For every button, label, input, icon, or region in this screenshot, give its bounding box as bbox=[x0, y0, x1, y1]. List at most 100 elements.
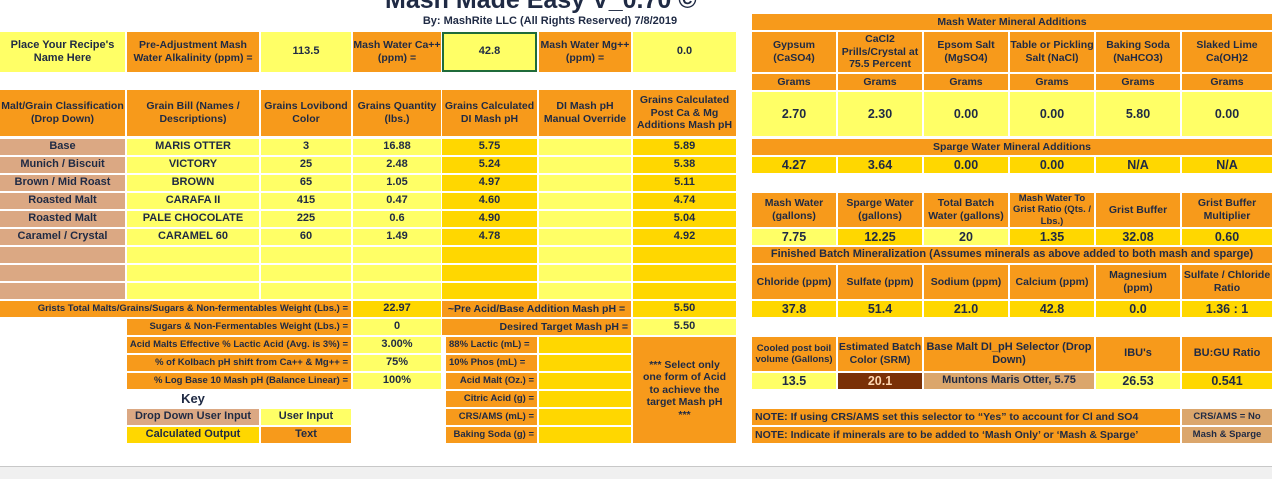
boil-volume-input[interactable]: 13.5 bbox=[752, 373, 836, 389]
kolbach-input[interactable]: 75% bbox=[353, 355, 441, 371]
volume-header: Mash Water To Grist Ratio (Qts. / Lbs.) bbox=[1010, 193, 1094, 227]
mash-mineral-input[interactable]: 5.80 bbox=[1096, 92, 1180, 136]
mash-mineral-input[interactable]: 0.00 bbox=[1010, 92, 1094, 136]
acid-label: Baking Soda (g) = bbox=[446, 427, 537, 443]
sodium-value: 21.0 bbox=[924, 301, 1008, 317]
grain-name-cell[interactable]: CARAFA II bbox=[127, 193, 259, 209]
srm-value: 20.1 bbox=[838, 373, 922, 389]
volume-header: Grist Buffer bbox=[1096, 193, 1180, 227]
kolbach-label: % of Kolbach pH shift from Ca++ & Mg++ = bbox=[127, 355, 351, 371]
key-title: Key bbox=[181, 390, 205, 406]
grain-name-cell[interactable]: MARIS OTTER bbox=[127, 139, 259, 155]
grain-class-cell[interactable] bbox=[0, 283, 125, 299]
grain-class-cell[interactable]: Roasted Malt bbox=[0, 193, 125, 209]
grain-name-cell[interactable] bbox=[127, 247, 259, 263]
bugu-label: BU:GU Ratio bbox=[1182, 337, 1272, 371]
acid-value bbox=[539, 337, 631, 353]
grain-class-cell[interactable]: Caramel / Crystal bbox=[0, 229, 125, 245]
base-malt-selector[interactable]: Muntons Maris Otter, 5.75 bbox=[924, 373, 1094, 389]
grain-qty-cell[interactable] bbox=[353, 265, 441, 281]
acid-label: 88% Lactic (mL) = bbox=[446, 337, 537, 353]
grain-di-ph-cell: 4.97 bbox=[442, 175, 537, 191]
grain-override-cell[interactable] bbox=[539, 283, 631, 299]
grain-lovibond-cell[interactable]: 3 bbox=[261, 139, 351, 155]
grain-lovibond-cell[interactable]: 25 bbox=[261, 157, 351, 173]
grain-qty-cell[interactable]: 0.6 bbox=[353, 211, 441, 227]
grain-override-cell[interactable] bbox=[539, 229, 631, 245]
mash-ca-input[interactable]: 42.8 bbox=[442, 32, 537, 72]
total-water-input[interactable]: 20 bbox=[924, 229, 1008, 245]
grain-lovibond-cell[interactable] bbox=[261, 283, 351, 299]
grain-post-ph-cell: 4.74 bbox=[633, 193, 736, 209]
horizontal-scrollbar[interactable] bbox=[0, 466, 1272, 479]
grain-post-ph-cell bbox=[633, 283, 736, 299]
grain-qty-cell[interactable]: 0.47 bbox=[353, 193, 441, 209]
header-post-ph: Grains Calculated Post Ca & Mg Additions… bbox=[633, 90, 736, 136]
acid-note: *** Select only one form of Acid to achi… bbox=[633, 337, 736, 443]
grain-override-cell[interactable] bbox=[539, 139, 631, 155]
grain-post-ph-cell bbox=[633, 247, 736, 263]
grain-override-cell[interactable] bbox=[539, 175, 631, 191]
total-weight-label: Grists Total Malts/Grains/Sugars & Non-f… bbox=[0, 301, 351, 317]
mash-mineral-input[interactable]: 0.00 bbox=[924, 92, 1008, 136]
magnesium-value: 0.0 bbox=[1096, 301, 1180, 317]
grain-override-cell[interactable] bbox=[539, 211, 631, 227]
mineral-unit: Grams bbox=[924, 74, 1008, 90]
volume-header: Sparge Water (gallons) bbox=[838, 193, 922, 227]
grain-qty-cell[interactable]: 1.49 bbox=[353, 229, 441, 245]
grain-post-ph-cell: 4.92 bbox=[633, 229, 736, 245]
lactic-eff-input[interactable]: 3.00% bbox=[353, 337, 441, 353]
grain-qty-cell[interactable] bbox=[353, 283, 441, 299]
grain-lovibond-cell[interactable]: 65 bbox=[261, 175, 351, 191]
header-lovibond: Grains Lovibond Color bbox=[261, 90, 351, 136]
mash-sparge-selector[interactable]: Mash & Sparge bbox=[1182, 427, 1272, 443]
recipe-name-cell[interactable]: Place Your Recipe's Name Here bbox=[0, 32, 125, 72]
mash-mineral-input[interactable]: 2.30 bbox=[838, 92, 922, 136]
grain-lovibond-cell[interactable] bbox=[261, 247, 351, 263]
grain-lovibond-cell[interactable]: 225 bbox=[261, 211, 351, 227]
grain-name-cell[interactable]: VICTORY bbox=[127, 157, 259, 173]
grain-name-cell[interactable] bbox=[127, 283, 259, 299]
grain-qty-cell[interactable]: 1.05 bbox=[353, 175, 441, 191]
pre-adj-alkalinity-input[interactable]: 113.5 bbox=[261, 32, 351, 72]
mineral-header: Baking Soda (NaHCO3) bbox=[1096, 32, 1180, 72]
grain-override-cell[interactable] bbox=[539, 193, 631, 209]
mash-water-input[interactable]: 7.75 bbox=[752, 229, 836, 245]
ibu-input[interactable]: 26.53 bbox=[1096, 373, 1180, 389]
grain-qty-cell[interactable]: 16.88 bbox=[353, 139, 441, 155]
grain-name-cell[interactable]: CARAMEL 60 bbox=[127, 229, 259, 245]
grain-class-cell[interactable]: Roasted Malt bbox=[0, 211, 125, 227]
grain-class-cell[interactable]: Munich / Biscuit bbox=[0, 157, 125, 173]
grain-name-cell[interactable] bbox=[127, 265, 259, 281]
mash-mineral-input[interactable]: 0.00 bbox=[1182, 92, 1272, 136]
grain-lovibond-cell[interactable]: 415 bbox=[261, 193, 351, 209]
grain-class-cell[interactable]: Brown / Mid Roast bbox=[0, 175, 125, 191]
sparge-mineral-value: 3.64 bbox=[838, 157, 922, 173]
sugars-weight-input[interactable]: 0 bbox=[353, 319, 441, 335]
log-balance-input[interactable]: 100% bbox=[353, 373, 441, 389]
grain-name-cell[interactable]: PALE CHOCOLATE bbox=[127, 211, 259, 227]
calcium-value: 42.8 bbox=[1010, 301, 1094, 317]
mash-mg-input[interactable]: 0.0 bbox=[633, 32, 736, 72]
sparge-mineral-value: 0.00 bbox=[1010, 157, 1094, 173]
lactic-eff-label: Acid Malts Effective % Lactic Acid (Avg.… bbox=[127, 337, 351, 353]
finished-header: Sodium (ppm) bbox=[924, 265, 1008, 299]
grain-override-cell[interactable] bbox=[539, 157, 631, 173]
grain-di-ph-cell: 4.78 bbox=[442, 229, 537, 245]
target-ph-input[interactable]: 5.50 bbox=[633, 319, 736, 335]
grain-override-cell[interactable] bbox=[539, 247, 631, 263]
grain-lovibond-cell[interactable]: 60 bbox=[261, 229, 351, 245]
grain-name-cell[interactable]: BROWN bbox=[127, 175, 259, 191]
grain-class-cell[interactable] bbox=[0, 265, 125, 281]
finished-title: Finished Batch Mineralization (Assumes m… bbox=[752, 247, 1272, 263]
grain-lovibond-cell[interactable] bbox=[261, 265, 351, 281]
grain-override-cell[interactable] bbox=[539, 265, 631, 281]
finished-header: Magnesium (ppm) bbox=[1096, 265, 1180, 299]
mineral-header: Epsom Salt (MgSO4) bbox=[924, 32, 1008, 72]
grain-qty-cell[interactable]: 2.48 bbox=[353, 157, 441, 173]
grain-class-cell[interactable]: Base bbox=[0, 139, 125, 155]
crs-ams-selector[interactable]: CRS/AMS = No bbox=[1182, 409, 1272, 425]
grain-class-cell[interactable] bbox=[0, 247, 125, 263]
mash-mineral-input[interactable]: 2.70 bbox=[752, 92, 836, 136]
grain-qty-cell[interactable] bbox=[353, 247, 441, 263]
